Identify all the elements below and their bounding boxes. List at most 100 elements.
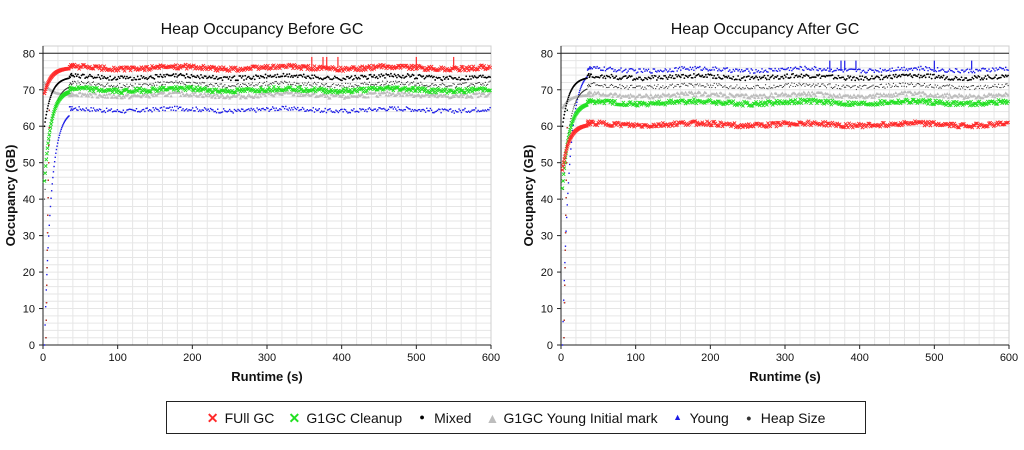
data-point — [91, 110, 93, 112]
data-point — [148, 95, 152, 99]
data-point — [768, 86, 770, 88]
data-point — [90, 86, 95, 91]
data-point — [433, 112, 435, 114]
data-point — [633, 87, 635, 89]
data-point — [876, 92, 880, 96]
data-point — [831, 74, 834, 76]
data-point — [915, 101, 920, 105]
data-point — [333, 83, 335, 85]
data-point — [871, 93, 875, 97]
data-point — [718, 68, 720, 70]
data-point — [190, 73, 193, 76]
data-point — [354, 74, 357, 77]
data-point — [973, 75, 976, 77]
data-point — [695, 120, 700, 125]
data-point — [387, 73, 390, 76]
data-point — [994, 76, 996, 79]
data-point — [602, 76, 605, 79]
data-point — [373, 91, 378, 94]
y-tick-label: 0 — [547, 340, 553, 352]
data-point — [976, 77, 978, 79]
x-tick-label: 200 — [701, 352, 719, 364]
data-point — [138, 83, 140, 85]
data-point — [735, 68, 737, 70]
data-point — [434, 83, 436, 86]
data-point — [235, 85, 237, 87]
data-point — [398, 108, 401, 111]
data-point — [287, 83, 289, 85]
data-point — [485, 110, 488, 112]
data-point — [428, 85, 430, 87]
data-point — [757, 85, 760, 87]
data-point — [923, 82, 926, 85]
data-point — [632, 86, 634, 89]
data-point — [392, 80, 394, 83]
data-point — [805, 83, 807, 85]
data-point — [121, 75, 124, 78]
data-point — [168, 107, 170, 109]
data-point — [365, 109, 367, 111]
data-point — [827, 95, 831, 99]
data-point — [402, 110, 404, 112]
data-point — [639, 85, 641, 87]
data-point — [926, 67, 928, 69]
data-point — [151, 84, 153, 87]
data-point — [183, 93, 188, 97]
data-point — [248, 83, 250, 85]
data-point — [916, 82, 918, 85]
data-point — [430, 75, 433, 77]
data-point — [454, 86, 457, 88]
data-point — [880, 74, 883, 77]
data-point — [700, 120, 705, 125]
data-point — [995, 94, 999, 97]
data-point — [97, 109, 99, 112]
data-point — [995, 85, 997, 88]
data-point — [729, 69, 731, 71]
data-point — [164, 109, 166, 112]
data-point — [791, 99, 795, 103]
data-point — [671, 70, 674, 72]
data-point — [126, 75, 128, 78]
data-point — [361, 82, 363, 84]
data-point — [704, 91, 708, 95]
data-point — [891, 85, 893, 87]
data-point — [768, 94, 772, 98]
data-point — [374, 83, 377, 85]
data-point — [873, 77, 876, 80]
data-point — [140, 110, 142, 112]
data-point — [110, 84, 112, 86]
data-point — [917, 66, 920, 68]
data-point — [620, 87, 622, 90]
data-point — [419, 95, 423, 99]
data-point — [908, 84, 910, 86]
data-point — [670, 70, 672, 73]
data-point — [401, 74, 404, 77]
data-point — [590, 66, 592, 69]
data-point — [403, 91, 407, 95]
data-point — [209, 107, 212, 110]
data-point — [133, 76, 135, 79]
data-point — [49, 122, 53, 126]
data-point — [71, 83, 73, 85]
data-point — [422, 108, 424, 111]
series-full-gc — [560, 119, 1011, 339]
data-point — [732, 68, 735, 71]
data-point — [444, 108, 446, 110]
data-point — [801, 92, 805, 96]
data-point — [200, 83, 202, 85]
data-point — [102, 110, 104, 113]
data-point — [213, 96, 217, 100]
data-point — [238, 109, 240, 112]
data-point — [953, 71, 956, 74]
data-point — [146, 83, 148, 86]
data-point — [390, 80, 392, 83]
data-point — [995, 67, 997, 69]
y-tick-label: 50 — [541, 158, 553, 170]
data-point — [948, 84, 951, 86]
data-point — [723, 67, 725, 69]
data-point — [954, 68, 957, 70]
data-point — [403, 77, 405, 79]
data-point — [287, 109, 289, 111]
data-point — [944, 85, 946, 87]
data-point — [453, 83, 455, 85]
